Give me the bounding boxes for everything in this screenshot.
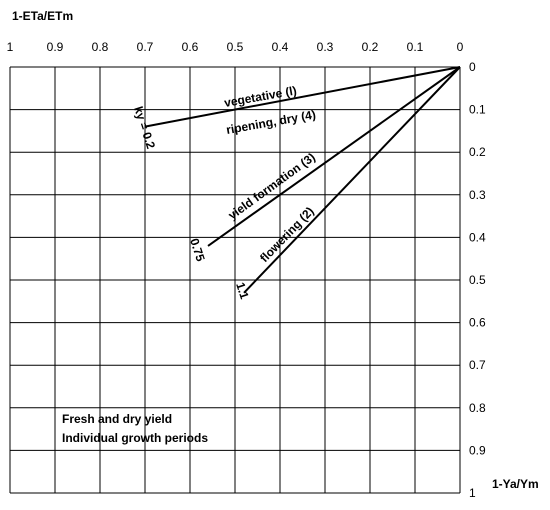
series-label-ripening: ripening, dry (4)	[225, 107, 317, 137]
note-line-1: Fresh and dry yield	[62, 412, 172, 426]
x-tick-label: 0.5	[227, 40, 244, 54]
series-label-flowering: flowering (2)	[257, 204, 317, 265]
y-tick-label: 0.1	[469, 103, 486, 117]
y-tick-label: 0.2	[469, 145, 486, 159]
y-tick-label: 0.7	[469, 358, 486, 372]
y-tick-label: 0.8	[469, 401, 486, 415]
y-tick-label: 0.5	[469, 273, 486, 287]
x-tick-label: 1	[7, 40, 14, 54]
series-line-flowering	[243, 66, 461, 294]
x-tick-label: 0.2	[362, 40, 379, 54]
grid	[9, 66, 461, 494]
x-tick-label: 0.1	[407, 40, 424, 54]
x-tick-label: 0	[457, 40, 464, 54]
ky-label-flowering: 1.1	[233, 281, 252, 302]
y-tick-label: 0.9	[469, 443, 486, 457]
y-axis-title: 1-Ya/Ym	[492, 477, 539, 491]
ky-label-yield-formation: 0.75	[187, 237, 208, 264]
x-tick-label: 0.8	[92, 40, 109, 54]
y-tick-label: 0.4	[469, 230, 486, 244]
y-tick-label: 0	[469, 60, 476, 74]
y-tick-label: 0.6	[469, 316, 486, 330]
y-tick-label: 1	[469, 486, 476, 500]
x-tick-label: 0.4	[272, 40, 289, 54]
ky-label-vegetative: ky = 0.2	[131, 105, 158, 151]
series-line-yield-formation	[207, 66, 461, 247]
y-tick-label: 0.3	[469, 188, 486, 202]
series-line-vegetative	[144, 66, 461, 128]
x-axis-ticks: 1 0.9 0.8 0.7 0.6 0.5 0.4 0.3 0.2 0.1 0	[7, 40, 464, 54]
x-tick-label: 0.3	[317, 40, 334, 54]
note-line-2: Individual growth periods	[62, 431, 208, 445]
x-tick-label: 0.9	[47, 40, 64, 54]
x-tick-label: 0.7	[137, 40, 154, 54]
x-axis-title: 1-ETa/ETm	[12, 9, 73, 23]
series-lines	[144, 66, 461, 294]
x-tick-label: 0.6	[182, 40, 199, 54]
series-label-vegetative: vegetative (l)	[223, 83, 298, 110]
y-axis-ticks: 0 0.1 0.2 0.3 0.4 0.5 0.6 0.7 0.8 0.9 1	[469, 60, 486, 500]
